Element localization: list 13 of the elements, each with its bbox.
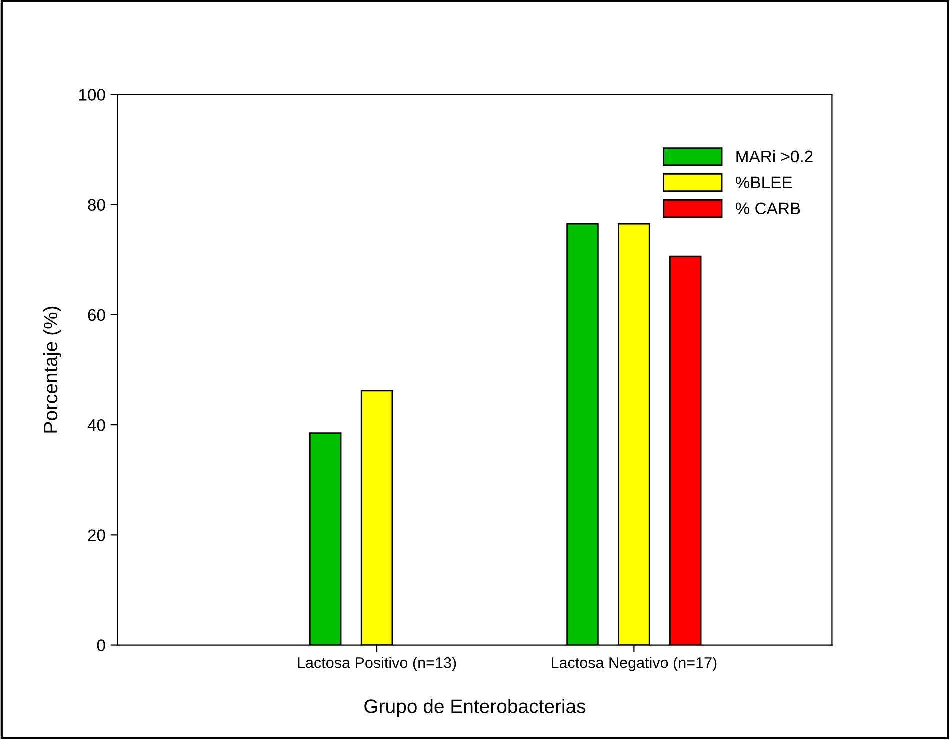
legend-label: MARi >0.2 (736, 150, 813, 163)
y-tick-label: 60 (88, 309, 106, 322)
y-tick-label: 100 (79, 89, 106, 101)
y-tick-label: 40 (88, 419, 106, 432)
legend-label: %BLEE (736, 176, 792, 188)
x-axis-title: Grupo de Enterobacterias (364, 699, 586, 718)
y-tick-label: 80 (88, 199, 106, 212)
y-tick-label: 20 (88, 530, 106, 542)
y-axis-title: Porcentaje (%) (43, 306, 62, 433)
x-tick-label: Lactosa Negativo (n=17) (552, 657, 717, 672)
x-tick-label: Lactosa Positivo (n=13) (298, 657, 456, 672)
legend-label: % CARB (736, 202, 800, 215)
y-tick-label: 0 (97, 640, 106, 652)
